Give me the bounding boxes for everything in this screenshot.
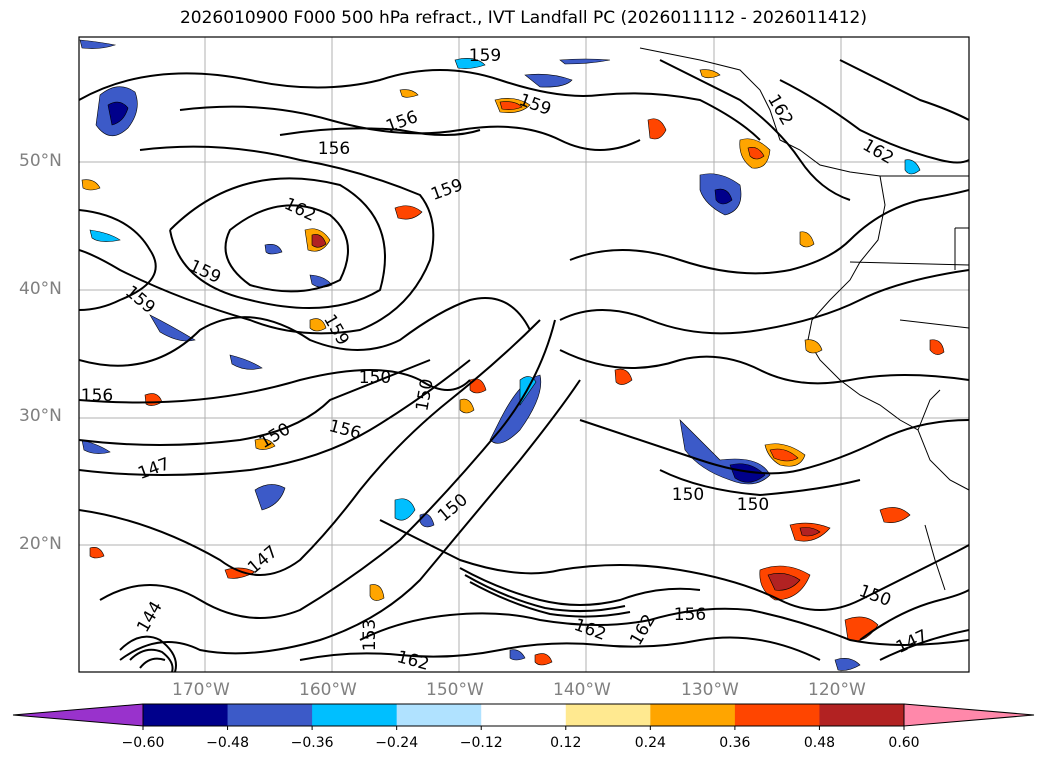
graticule: [79, 37, 969, 672]
colorbar-tick-label: 0.60: [888, 735, 920, 751]
lon-label-130w: 130°W: [681, 680, 739, 700]
colorbar-segment: [650, 704, 736, 726]
lat-label-40n: 40°N: [19, 279, 62, 299]
colorbar-tick-label: −0.60: [121, 735, 165, 751]
colorbar-segment: [565, 704, 651, 726]
contour-label: 156: [674, 605, 706, 625]
lat-label-30n: 30°N: [19, 406, 62, 426]
contour-label: 150: [737, 495, 769, 515]
lon-label-160w: 160°W: [299, 680, 357, 700]
contour-label: 153: [360, 619, 380, 651]
colorbar-extend-max: [903, 703, 1035, 727]
lat-label-50n: 50°N: [19, 151, 62, 171]
colorbar-segment: [819, 704, 905, 726]
map-title: 2026010900 F000 500 hPa refract., IVT La…: [179, 8, 867, 28]
colorbar-tick-label: 0.48: [803, 735, 836, 751]
colorbar-tick-label: 0.24: [634, 735, 666, 751]
colorbar-segment: [481, 704, 567, 726]
contour-label: 159: [469, 46, 501, 66]
colorbar-frame: [142, 703, 905, 727]
contour-label: 156: [81, 386, 113, 406]
lon-label-120w: 120°W: [808, 680, 866, 700]
map-frame: [78, 36, 970, 673]
map-plot-area: [79, 37, 969, 672]
colorbar-segment: [227, 704, 313, 726]
colorbar-tick-label: 0.36: [719, 735, 751, 751]
colorbar-tick-label: −0.12: [459, 735, 503, 751]
positive-anomaly-shading: [81, 69, 945, 666]
colorbar-tick-label: −0.36: [290, 735, 334, 751]
colorbar-segment: [143, 704, 229, 726]
refractivity-contours: [79, 59, 969, 672]
colorbar-segment: [734, 704, 820, 726]
contour-label: 150: [672, 485, 704, 505]
colorbar: [12, 703, 1035, 730]
lat-label-20n: 20°N: [19, 534, 62, 554]
contour-label: 156: [318, 139, 350, 159]
lon-label-140w: 140°W: [553, 680, 611, 700]
contour-label: 150: [359, 368, 391, 388]
lon-label-150w: 150°W: [426, 680, 484, 700]
colorbar-extend-min: [12, 703, 144, 727]
colorbar-tick-label: −0.24: [375, 735, 419, 751]
colorbar-tick-label: 0.12: [550, 735, 582, 751]
colorbar-segment: [312, 704, 398, 726]
colorbar-tick-label: −0.48: [206, 735, 249, 751]
lon-label-170w: 170°W: [172, 680, 230, 700]
colorbar-segment: [396, 704, 482, 726]
